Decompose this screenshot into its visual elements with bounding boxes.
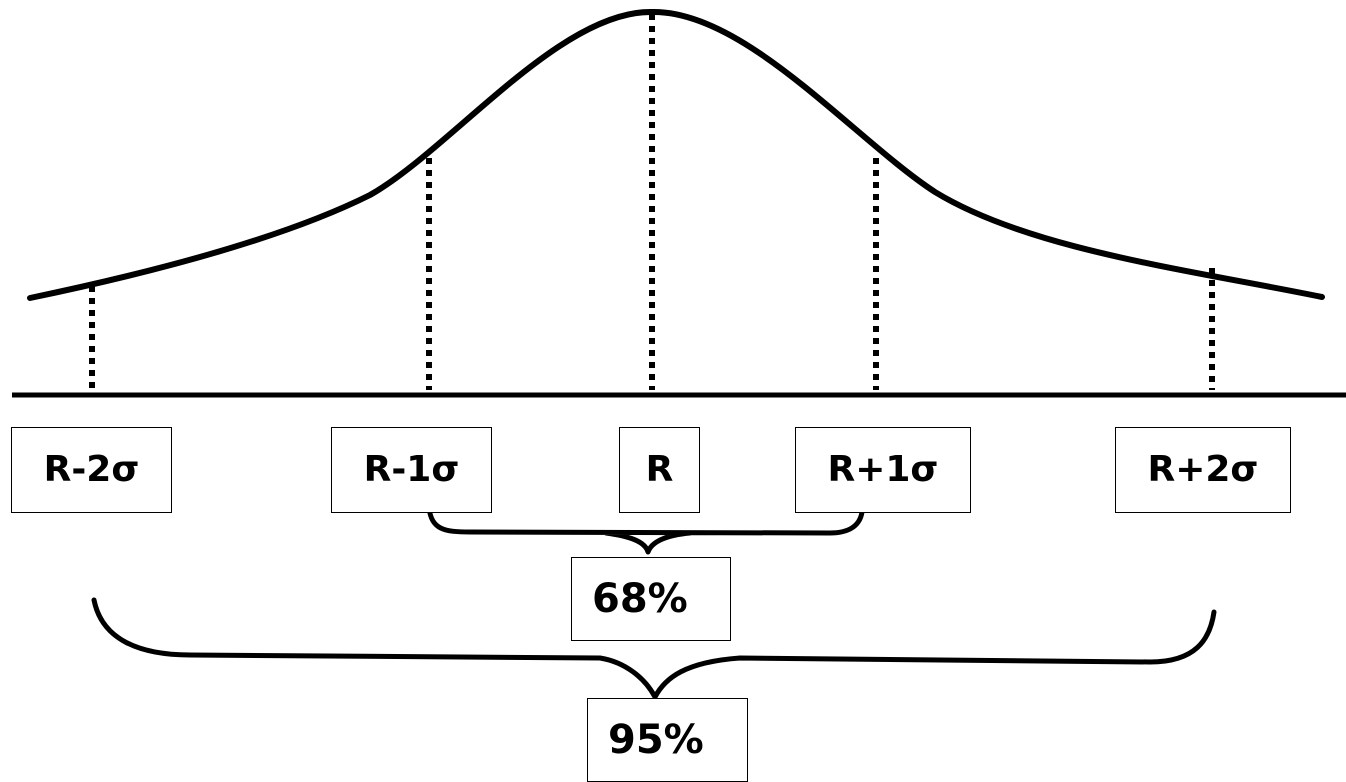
label-center: R xyxy=(619,427,700,513)
two-sigma-brace xyxy=(91,597,1217,700)
label-plus-two-sigma: R+2σ xyxy=(1115,427,1291,513)
label-plus-one-sigma: R+1σ xyxy=(795,427,971,513)
label-minus-two-sigma: R-2σ xyxy=(11,427,172,513)
one-sigma-brace xyxy=(426,504,865,555)
two-sigma-percentage: 95% xyxy=(587,698,748,782)
label-minus-one-sigma: R-1σ xyxy=(331,427,492,513)
one-sigma-percentage: 68% xyxy=(571,557,731,641)
bell-curve xyxy=(27,8,1325,301)
